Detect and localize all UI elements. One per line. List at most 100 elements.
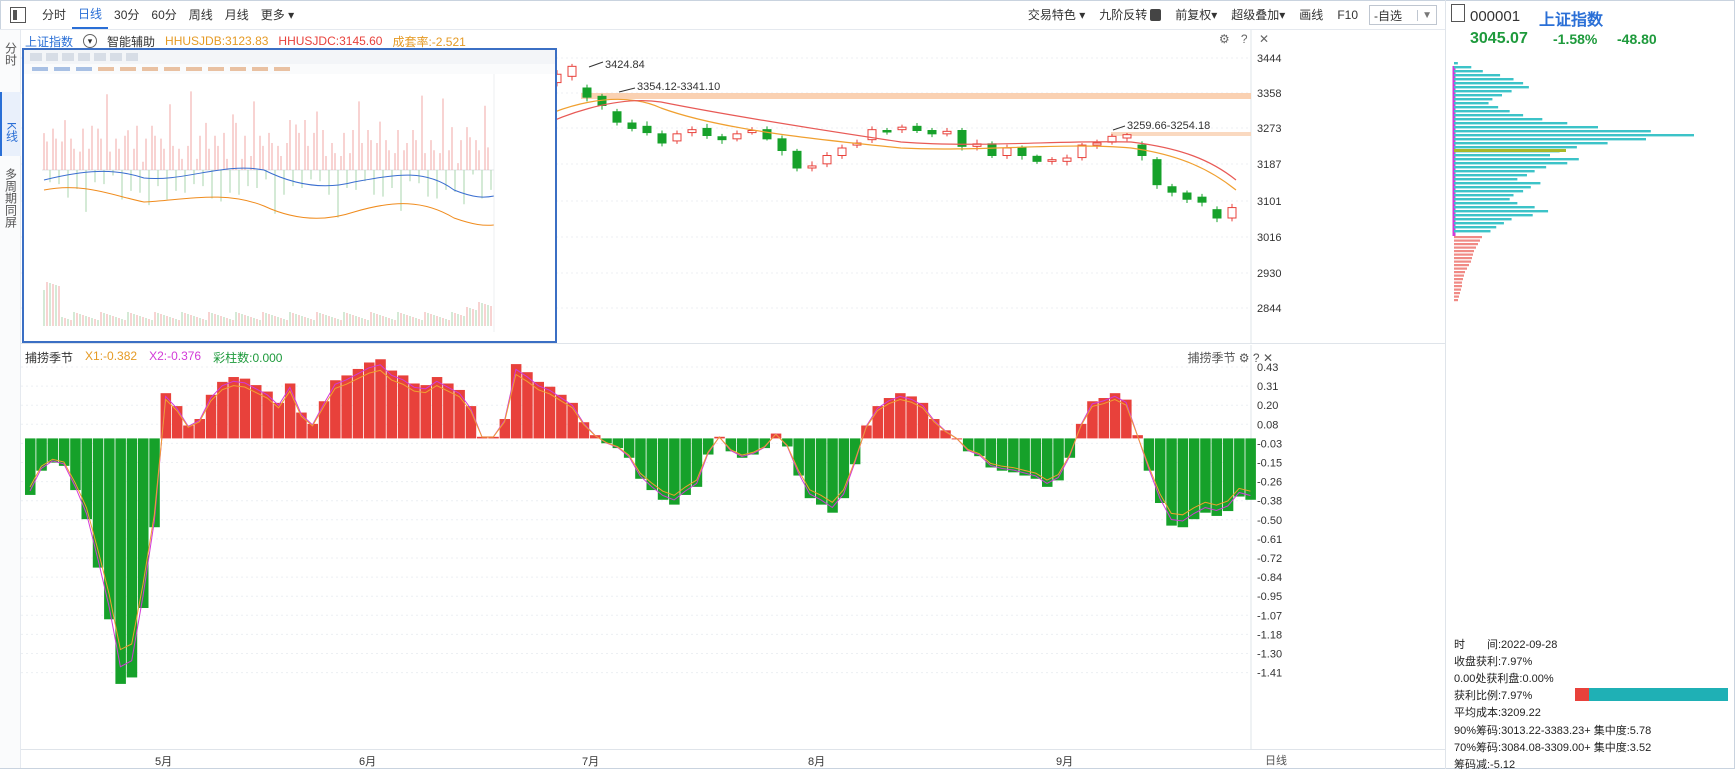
- inset-tab: [46, 53, 58, 61]
- osc-bar: [1030, 438, 1042, 479]
- panel-collapse-icon[interactable]: [1451, 4, 1465, 22]
- panel-toggle-icon[interactable]: [10, 6, 26, 23]
- chip-bar-red: [1454, 281, 1462, 284]
- osc-bar: [330, 380, 341, 439]
- nine-reversal-button[interactable]: 九阶反转: [1092, 0, 1168, 30]
- adjust-dropdown[interactable]: 前复权▾: [1175, 8, 1218, 22]
- y-tick-label: -0.95: [1257, 591, 1282, 603]
- oscillator-name: 捕捞季节: [25, 351, 74, 365]
- osc-bar: [386, 370, 398, 439]
- y-tick-label: 0.08: [1257, 419, 1278, 431]
- osc-bar: [465, 406, 477, 439]
- assist-label[interactable]: 智能辅助: [107, 34, 156, 49]
- period-tab-daily[interactable]: 日线: [72, 1, 109, 29]
- candle-body: [882, 130, 892, 133]
- osc-bar: [816, 438, 827, 505]
- self-select-dropdown[interactable]: -自选 ▼: [1369, 5, 1437, 25]
- oscillator-tools[interactable]: 捕捞季节 ⚙ ? ✕: [1187, 349, 1273, 366]
- candle-body: [1002, 147, 1012, 156]
- chip-bar-red: [1454, 288, 1461, 291]
- chip-bar: [1454, 158, 1579, 161]
- candle-body: [582, 87, 592, 98]
- top-toolbar: 分时 日线 30分 60分 周线 月线 更多 ▾ 交易特色 ▾ 九阶反转 前复权…: [0, 0, 1445, 30]
- resistance-band: [1111, 132, 1251, 136]
- chevron-down-icon[interactable]: ▾: [83, 34, 98, 48]
- candle-body: [1062, 157, 1072, 162]
- stock-code: 000001: [1470, 8, 1521, 25]
- inset-minute-chart[interactable]: [22, 48, 557, 343]
- side-tab-fenshi-label: 分时: [3, 42, 18, 66]
- osc-bar: [81, 438, 92, 520]
- osc-bar: [420, 385, 431, 439]
- chip-bar-red: [1454, 246, 1476, 249]
- osc-bar: [1121, 399, 1132, 439]
- osc-bar: [92, 438, 104, 568]
- stock-name[interactable]: 上证指数: [1539, 12, 1604, 29]
- f10-button[interactable]: F10: [1337, 8, 1358, 22]
- trade-feature-dropdown[interactable]: 交易特色 ▾: [1027, 8, 1086, 22]
- chip-bar: [1454, 114, 1524, 117]
- osc-bar: [917, 402, 929, 439]
- osc-bar: [318, 401, 330, 439]
- overlay-dropdown[interactable]: 超级叠加▾: [1231, 8, 1286, 22]
- osc-bar: [962, 438, 974, 452]
- x-tick-aug: 8月: [808, 756, 826, 768]
- osc-bar: [409, 383, 420, 439]
- chip-bar: [1454, 94, 1502, 97]
- draw-line-button[interactable]: 画线: [1299, 8, 1324, 22]
- side-tab-fenshi[interactable]: 分时: [0, 30, 21, 92]
- osc-bar: [1155, 438, 1166, 504]
- y-tick-label: -0.50: [1257, 515, 1282, 527]
- osc-bar: [736, 438, 748, 458]
- inset-legend-item: [164, 67, 180, 71]
- annotation-range-1: 3354.12-3341.10: [637, 81, 720, 93]
- chip-bar: [1454, 146, 1577, 149]
- osc-bar: [217, 381, 228, 439]
- inset-legend-item: [98, 67, 114, 71]
- chip-bar-red: [1454, 264, 1469, 267]
- kline-title: 上证指数: [25, 34, 74, 49]
- osc-bar: [849, 438, 861, 465]
- candle-body: [657, 133, 667, 144]
- chip-zero-profit: 0.00处获利盘:0.00%: [1454, 673, 1554, 685]
- chip-bar: [1454, 154, 1550, 157]
- side-tab-multiperiod[interactable]: 多周期同屏: [0, 156, 21, 246]
- chip-bar-red: [1454, 285, 1462, 288]
- period-tab-60min[interactable]: 60分: [151, 7, 177, 22]
- osc-bar: [58, 438, 70, 466]
- annotation-pointer: [1112, 125, 1126, 131]
- inset-tab: [78, 53, 90, 61]
- inset-legend-item: [76, 67, 92, 71]
- close-icon[interactable]: ✕: [1262, 351, 1273, 365]
- x1-line: [29, 369, 1251, 651]
- osc-bar: [47, 438, 59, 463]
- x2-line: [29, 364, 1251, 668]
- settings-badge-icon: [1150, 9, 1162, 21]
- oscillator-chart[interactable]: 捕捞季节 X1:-0.382 X2:-0.376 彩柱数:0.000 捕捞季节 …: [21, 345, 1445, 749]
- self-select-label: -自选: [1374, 8, 1403, 23]
- oscillator-tools-label: 捕捞季节: [1187, 351, 1236, 365]
- help-icon[interactable]: ?: [1252, 351, 1260, 365]
- chip-bar: [1454, 62, 1458, 65]
- side-tab-kline[interactable]: K线: [0, 92, 21, 156]
- osc-bar: [601, 438, 612, 444]
- osc-bar: [171, 406, 183, 439]
- period-tab-fenshi[interactable]: 分时: [42, 7, 67, 22]
- period-tab-30min[interactable]: 30分: [114, 7, 140, 22]
- period-more-dropdown[interactable]: 更多 ▾: [260, 7, 295, 22]
- chip-bar: [1454, 210, 1549, 213]
- chip-avg-cost: 平均成本:3209.22: [1454, 707, 1541, 719]
- candle-body: [1092, 142, 1102, 146]
- osc-bar: [657, 438, 669, 500]
- period-tab-monthly[interactable]: 月线: [224, 7, 249, 22]
- candle-body: [957, 130, 967, 147]
- osc-bar: [669, 438, 680, 505]
- kline-tools[interactable]: ⚙ ? ✕: [1218, 32, 1273, 46]
- osc-bar: [126, 438, 138, 678]
- settings-icon[interactable]: ⚙: [1238, 351, 1250, 365]
- period-tab-weekly[interactable]: 周线: [188, 7, 213, 22]
- candle-body: [927, 130, 937, 135]
- toolbar-right: 交易特色 ▾ 九阶反转 前复权▾ 超级叠加▾ 画线 F10 -自选 ▼: [1021, 0, 1445, 30]
- osc-bar: [793, 438, 804, 476]
- inset-legend-item: [208, 67, 224, 71]
